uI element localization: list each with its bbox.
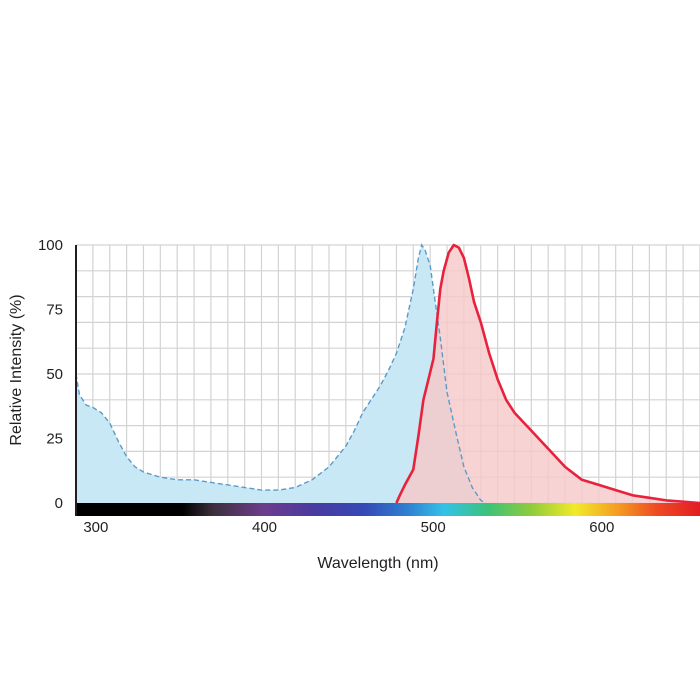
x-tick-label: 500 [421, 519, 446, 536]
y-tick-label: 100 [38, 237, 63, 254]
y-tick-label: 0 [55, 495, 63, 512]
y-tick-labels: 0 25 50 75 100 [38, 237, 63, 512]
spectrum-bar [76, 503, 700, 516]
x-axis-title: Wavelength (nm) [317, 555, 438, 572]
y-tick-label: 50 [46, 366, 63, 383]
emission-line [395, 243, 700, 505]
x-tick-labels: 300 400 500 600 [83, 519, 614, 536]
emission-area [396, 245, 700, 503]
x-tick-label: 300 [83, 519, 108, 536]
excitation-line [75, 243, 487, 504]
x-tick-label: 600 [589, 519, 614, 536]
excitation-area [76, 245, 486, 503]
y-tick-label: 75 [46, 302, 63, 319]
y-tick-label: 25 [46, 431, 63, 448]
x-tick-label: 400 [252, 519, 277, 536]
y-axis-title: Relative Intensity (%) [8, 294, 25, 445]
